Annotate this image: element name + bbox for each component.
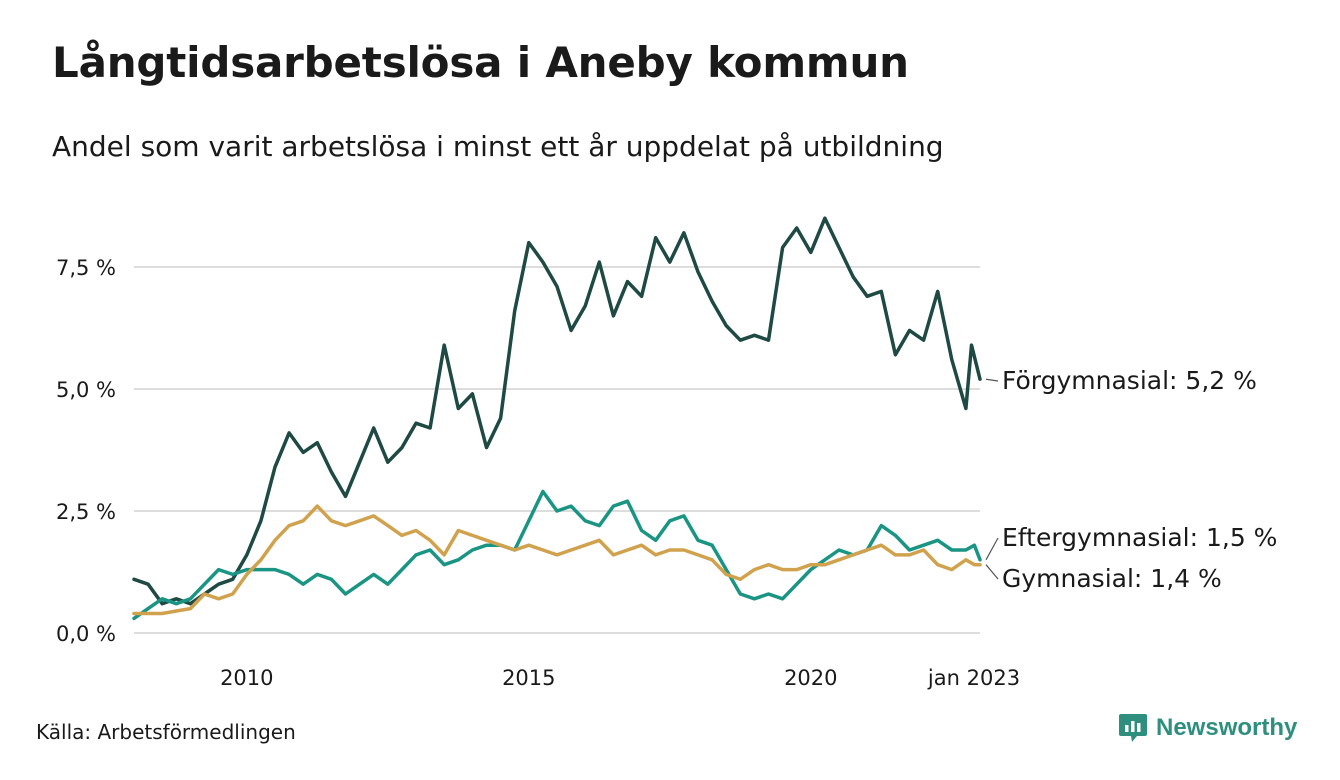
brand-logo[interactable]: Newsworthy [1118, 712, 1297, 744]
series-line-förgymnasial [132, 216, 982, 606]
series-end-label: Gymnasial: 1,4 % [1002, 564, 1222, 593]
series-end-label: Eftergymnasial: 1,5 % [1002, 523, 1277, 552]
x-tick-labels: 2010 2015 2020 jan 2023 [220, 666, 1020, 690]
brand-name: Newsworthy [1156, 714, 1298, 741]
y-tick-labels: 0,0 % 2,5 % 5,0 % 7,5 % [56, 256, 116, 646]
series-lines [132, 216, 982, 621]
newsworthy-chart-bubble-icon [1119, 714, 1147, 742]
x-tick-label: jan 2023 [927, 666, 1020, 690]
y-tick-label: 5,0 % [56, 378, 116, 402]
chart-subtitle: Andel som varit arbetslösa i minst ett å… [52, 130, 944, 163]
series-end-label: Förgymnasial: 5,2 % [1002, 366, 1257, 395]
chart-title: Långtidsarbetslösa i Aneby kommun [52, 38, 909, 87]
leader-line [985, 537, 999, 561]
series-line-gymnasial [132, 504, 982, 616]
x-tick-label: 2020 [784, 666, 837, 690]
y-tick-label: 0,0 % [56, 622, 116, 646]
y-tick-label: 2,5 % [56, 500, 116, 524]
leader-line [985, 564, 999, 580]
x-tick-label: 2010 [220, 666, 273, 690]
y-tick-label: 7,5 % [56, 256, 116, 280]
gridlines [134, 266, 980, 634]
leader-line [985, 378, 999, 382]
series-end-labels: Förgymnasial: 5,2 % Eftergymnasial: 1,5 %… [985, 366, 1277, 593]
x-tick-label: 2015 [502, 666, 555, 690]
source-note: Källa: Arbetsförmedlingen [36, 720, 296, 744]
